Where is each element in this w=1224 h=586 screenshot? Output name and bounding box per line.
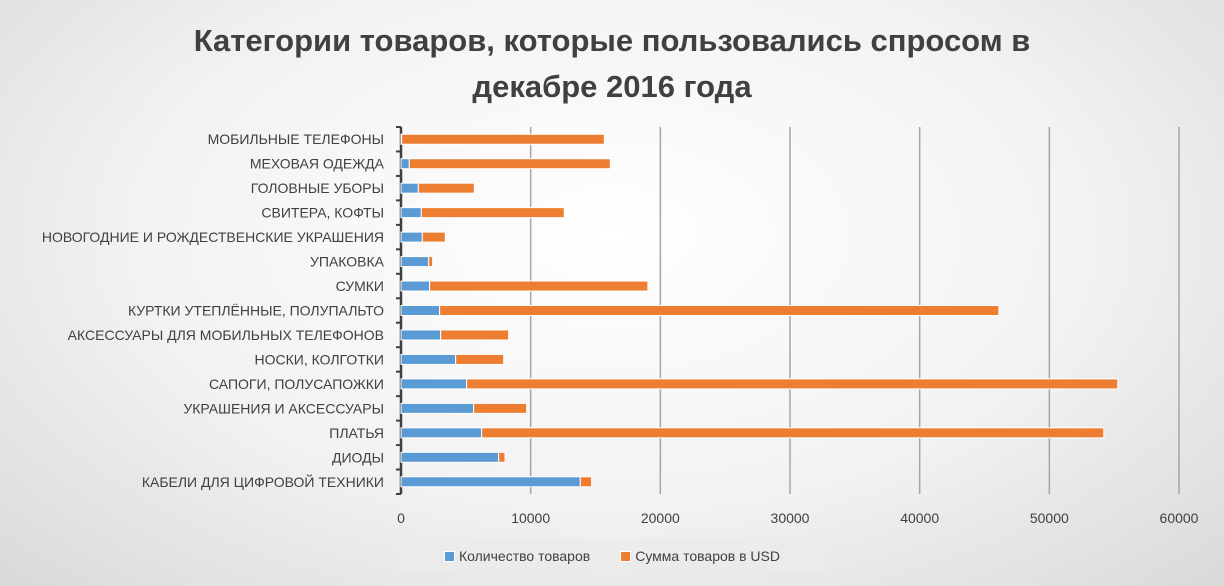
bar-quantity [400,158,410,170]
bar-quantity [400,280,431,292]
bar-sum-usd [428,256,434,268]
category-label: КАБЕЛИ ДЛЯ ЦИФРОВОЙ ТЕХНИКИ [142,473,384,490]
chart-title: Категории товаров, которые пользовались … [0,18,1224,110]
category-label: ДИОДЫ [332,449,384,465]
category-label: УКРАШЕНИЯ И АКСЕССУАРЫ [183,400,384,416]
category-label: АКСЕССУАРЫ ДЛЯ МОБИЛЬНЫХ ТЕЛЕФОНОВ [68,327,384,343]
category-label: НОВОГОДНИЕ И РОЖДЕСТВЕНСКИЕ УКРАШЕНИЯ [42,229,384,245]
chart-title-line-1: Категории товаров, которые пользовались … [193,23,1031,58]
category-label: НОСКИ, КОЛГОТКИ [255,351,384,367]
bar-quantity [400,402,475,414]
bar-quantity [400,451,500,463]
bar-quantity [400,256,430,268]
bar-sum-usd [473,402,528,414]
bar-quantity [400,207,422,219]
x-tick-label: 0 [397,510,405,526]
x-tick-label: 50000 [1030,510,1069,526]
legend-item-sum: Сумма товаров в USD [620,548,780,564]
category-label: ГОЛОВНЫЕ УБОРЫ [251,180,384,196]
bar-sum-usd [498,451,506,463]
bar-sum-usd [417,182,475,194]
category-label: СВИТЕРА, КОФТЫ [261,205,384,221]
legend-swatch-sum [620,550,632,562]
bar-quantity [400,476,581,488]
bar-quantity [400,182,419,194]
x-tick-label: 10000 [511,510,550,526]
bar-sum-usd [420,207,565,219]
bar-sum-usd [408,158,611,170]
bar-sum-usd [440,329,510,341]
legend-swatch-quantity [444,550,455,562]
category-label: ПЛАТЬЯ [329,425,384,441]
bar-quantity [400,378,468,390]
x-tick-label: 60000 [1160,510,1199,526]
bar-quantity [400,353,457,365]
category-label: СУМКИ [336,278,384,294]
category-label: МЕХОВАЯ ОДЕЖДА [250,156,385,172]
x-tick-label: 20000 [641,510,680,526]
legend-item-quantity: Количество товаров [444,548,590,564]
legend: Количество товаров Сумма товаров в USD [398,539,826,573]
bar-sum-usd [466,378,1119,390]
bar-sum-usd [429,280,649,292]
bar-quantity [400,231,423,243]
x-tick-label: 40000 [900,510,939,526]
bar-sum-usd [401,133,605,145]
chart-title-line-2: декабре 2016 года [472,69,752,104]
category-label: МОБИЛЬНЫЕ ТЕЛЕФОНЫ [208,131,384,147]
bar-quantity [400,305,441,316]
bar-sum-usd [481,427,1105,439]
bar-sum-usd [439,305,1000,316]
category-label: КУРТКИ УТЕПЛЁННЫЕ, ПОЛУПАЛЬТО [128,303,384,319]
bar-quantity [400,329,442,341]
bar-sum-usd [421,231,446,243]
category-label: САПОГИ, ПОЛУСАПОЖКИ [209,376,384,392]
bar-quantity [400,427,483,439]
category-label: УПАКОВКА [310,254,385,270]
legend-label-quantity: Количество товаров [459,548,591,564]
legend-label-sum: Сумма товаров в USD [635,548,780,564]
x-tick-label: 30000 [771,510,810,526]
bar-sum-usd [455,353,505,365]
bar-sum-usd [579,476,593,488]
